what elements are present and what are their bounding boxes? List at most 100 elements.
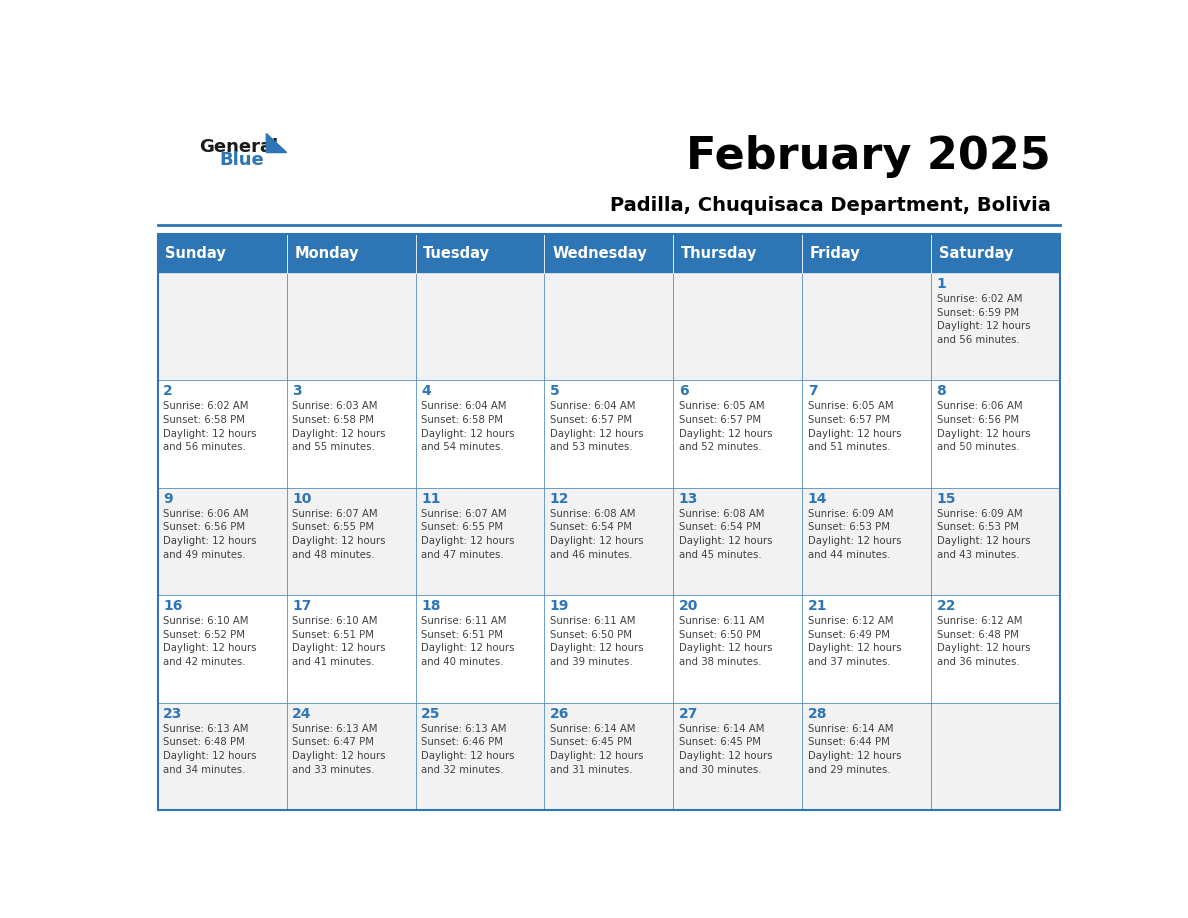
Bar (544, 487, 674, 595)
Text: Padilla, Chuquisaca Department, Bolivia: Padilla, Chuquisaca Department, Bolivia (609, 196, 1051, 216)
Text: Sunrise: 6:14 AM
Sunset: 6:45 PM
Daylight: 12 hours
and 30 minutes.: Sunrise: 6:14 AM Sunset: 6:45 PM Dayligh… (678, 723, 772, 775)
Text: February 2025: February 2025 (685, 135, 1051, 178)
Text: Sunrise: 6:06 AM
Sunset: 6:56 PM
Daylight: 12 hours
and 50 minutes.: Sunrise: 6:06 AM Sunset: 6:56 PM Dayligh… (936, 401, 1030, 453)
Bar (544, 273, 674, 380)
Bar (416, 380, 544, 487)
Text: Sunrise: 6:08 AM
Sunset: 6:54 PM
Daylight: 12 hours
and 45 minutes.: Sunrise: 6:08 AM Sunset: 6:54 PM Dayligh… (678, 509, 772, 560)
Bar (158, 487, 286, 595)
Text: Sunrise: 6:14 AM
Sunset: 6:45 PM
Daylight: 12 hours
and 31 minutes.: Sunrise: 6:14 AM Sunset: 6:45 PM Dayligh… (550, 723, 644, 775)
Text: Sunrise: 6:10 AM
Sunset: 6:51 PM
Daylight: 12 hours
and 41 minutes.: Sunrise: 6:10 AM Sunset: 6:51 PM Dayligh… (292, 616, 386, 667)
Text: Sunday: Sunday (165, 246, 226, 261)
Text: 21: 21 (808, 599, 827, 613)
Bar (674, 702, 802, 810)
Text: Sunrise: 6:06 AM
Sunset: 6:56 PM
Daylight: 12 hours
and 49 minutes.: Sunrise: 6:06 AM Sunset: 6:56 PM Dayligh… (163, 509, 257, 560)
Text: 1: 1 (936, 277, 947, 291)
Text: Sunrise: 6:09 AM
Sunset: 6:53 PM
Daylight: 12 hours
and 44 minutes.: Sunrise: 6:09 AM Sunset: 6:53 PM Dayligh… (808, 509, 902, 560)
Text: 10: 10 (292, 492, 311, 506)
Text: Sunrise: 6:13 AM
Sunset: 6:48 PM
Daylight: 12 hours
and 34 minutes.: Sunrise: 6:13 AM Sunset: 6:48 PM Dayligh… (163, 723, 257, 775)
Bar (931, 487, 1060, 595)
Bar (158, 702, 286, 810)
Text: 15: 15 (936, 492, 956, 506)
Text: Sunrise: 6:04 AM
Sunset: 6:57 PM
Daylight: 12 hours
and 53 minutes.: Sunrise: 6:04 AM Sunset: 6:57 PM Dayligh… (550, 401, 644, 453)
Text: Blue: Blue (220, 151, 264, 169)
Text: 17: 17 (292, 599, 311, 613)
Text: 8: 8 (936, 385, 947, 398)
Text: 22: 22 (936, 599, 956, 613)
Bar (802, 595, 931, 702)
Bar (802, 380, 931, 487)
Bar (544, 595, 674, 702)
Bar (931, 702, 1060, 810)
Bar (931, 273, 1060, 380)
Text: General: General (200, 138, 278, 156)
Bar (158, 234, 286, 273)
Bar (416, 487, 544, 595)
Text: Sunrise: 6:07 AM
Sunset: 6:55 PM
Daylight: 12 hours
and 48 minutes.: Sunrise: 6:07 AM Sunset: 6:55 PM Dayligh… (292, 509, 386, 560)
Bar (931, 234, 1060, 273)
Bar (802, 702, 931, 810)
Text: Monday: Monday (295, 246, 359, 261)
Bar (544, 380, 674, 487)
Bar (158, 273, 286, 380)
Text: 12: 12 (550, 492, 569, 506)
Bar (286, 273, 416, 380)
Text: 11: 11 (421, 492, 441, 506)
Text: 2: 2 (163, 385, 173, 398)
Bar (802, 234, 931, 273)
Bar (416, 702, 544, 810)
Text: Sunrise: 6:02 AM
Sunset: 6:59 PM
Daylight: 12 hours
and 56 minutes.: Sunrise: 6:02 AM Sunset: 6:59 PM Dayligh… (936, 294, 1030, 345)
Text: 24: 24 (292, 707, 311, 721)
Text: 9: 9 (163, 492, 173, 506)
Text: Wednesday: Wednesday (552, 246, 647, 261)
Text: Sunrise: 6:07 AM
Sunset: 6:55 PM
Daylight: 12 hours
and 47 minutes.: Sunrise: 6:07 AM Sunset: 6:55 PM Dayligh… (421, 509, 514, 560)
Text: Sunrise: 6:13 AM
Sunset: 6:47 PM
Daylight: 12 hours
and 33 minutes.: Sunrise: 6:13 AM Sunset: 6:47 PM Dayligh… (292, 723, 386, 775)
Text: Sunrise: 6:14 AM
Sunset: 6:44 PM
Daylight: 12 hours
and 29 minutes.: Sunrise: 6:14 AM Sunset: 6:44 PM Dayligh… (808, 723, 902, 775)
Bar (674, 273, 802, 380)
Text: Saturday: Saturday (939, 246, 1013, 261)
Bar (674, 595, 802, 702)
Text: Sunrise: 6:12 AM
Sunset: 6:48 PM
Daylight: 12 hours
and 36 minutes.: Sunrise: 6:12 AM Sunset: 6:48 PM Dayligh… (936, 616, 1030, 667)
Bar (416, 234, 544, 273)
Bar (674, 487, 802, 595)
Text: Thursday: Thursday (681, 246, 758, 261)
Text: 14: 14 (808, 492, 827, 506)
Bar (286, 380, 416, 487)
Text: 7: 7 (808, 385, 817, 398)
Bar (674, 380, 802, 487)
Text: 26: 26 (550, 707, 569, 721)
Polygon shape (266, 133, 286, 152)
Text: 20: 20 (678, 599, 699, 613)
Text: Sunrise: 6:05 AM
Sunset: 6:57 PM
Daylight: 12 hours
and 52 minutes.: Sunrise: 6:05 AM Sunset: 6:57 PM Dayligh… (678, 401, 772, 453)
Bar (674, 234, 802, 273)
Bar (286, 487, 416, 595)
Text: Sunrise: 6:03 AM
Sunset: 6:58 PM
Daylight: 12 hours
and 55 minutes.: Sunrise: 6:03 AM Sunset: 6:58 PM Dayligh… (292, 401, 386, 453)
Text: Sunrise: 6:04 AM
Sunset: 6:58 PM
Daylight: 12 hours
and 54 minutes.: Sunrise: 6:04 AM Sunset: 6:58 PM Dayligh… (421, 401, 514, 453)
Bar (286, 702, 416, 810)
Text: Sunrise: 6:09 AM
Sunset: 6:53 PM
Daylight: 12 hours
and 43 minutes.: Sunrise: 6:09 AM Sunset: 6:53 PM Dayligh… (936, 509, 1030, 560)
Text: Sunrise: 6:11 AM
Sunset: 6:51 PM
Daylight: 12 hours
and 40 minutes.: Sunrise: 6:11 AM Sunset: 6:51 PM Dayligh… (421, 616, 514, 667)
Text: 25: 25 (421, 707, 441, 721)
Text: 4: 4 (421, 385, 431, 398)
Bar (802, 487, 931, 595)
Bar (158, 234, 1060, 810)
Text: 27: 27 (678, 707, 699, 721)
Bar (158, 380, 286, 487)
Bar (544, 702, 674, 810)
Text: Sunrise: 6:08 AM
Sunset: 6:54 PM
Daylight: 12 hours
and 46 minutes.: Sunrise: 6:08 AM Sunset: 6:54 PM Dayligh… (550, 509, 644, 560)
Text: Sunrise: 6:10 AM
Sunset: 6:52 PM
Daylight: 12 hours
and 42 minutes.: Sunrise: 6:10 AM Sunset: 6:52 PM Dayligh… (163, 616, 257, 667)
Bar (286, 234, 416, 273)
Bar (286, 595, 416, 702)
Text: Sunrise: 6:02 AM
Sunset: 6:58 PM
Daylight: 12 hours
and 56 minutes.: Sunrise: 6:02 AM Sunset: 6:58 PM Dayligh… (163, 401, 257, 453)
Text: Sunrise: 6:13 AM
Sunset: 6:46 PM
Daylight: 12 hours
and 32 minutes.: Sunrise: 6:13 AM Sunset: 6:46 PM Dayligh… (421, 723, 514, 775)
Bar (544, 234, 674, 273)
Text: 18: 18 (421, 599, 441, 613)
Text: 19: 19 (550, 599, 569, 613)
Text: 6: 6 (678, 385, 689, 398)
Text: 5: 5 (550, 385, 560, 398)
Text: 28: 28 (808, 707, 827, 721)
Bar (802, 273, 931, 380)
Bar (416, 595, 544, 702)
Text: 3: 3 (292, 385, 302, 398)
Text: Friday: Friday (810, 246, 860, 261)
Text: 23: 23 (163, 707, 183, 721)
